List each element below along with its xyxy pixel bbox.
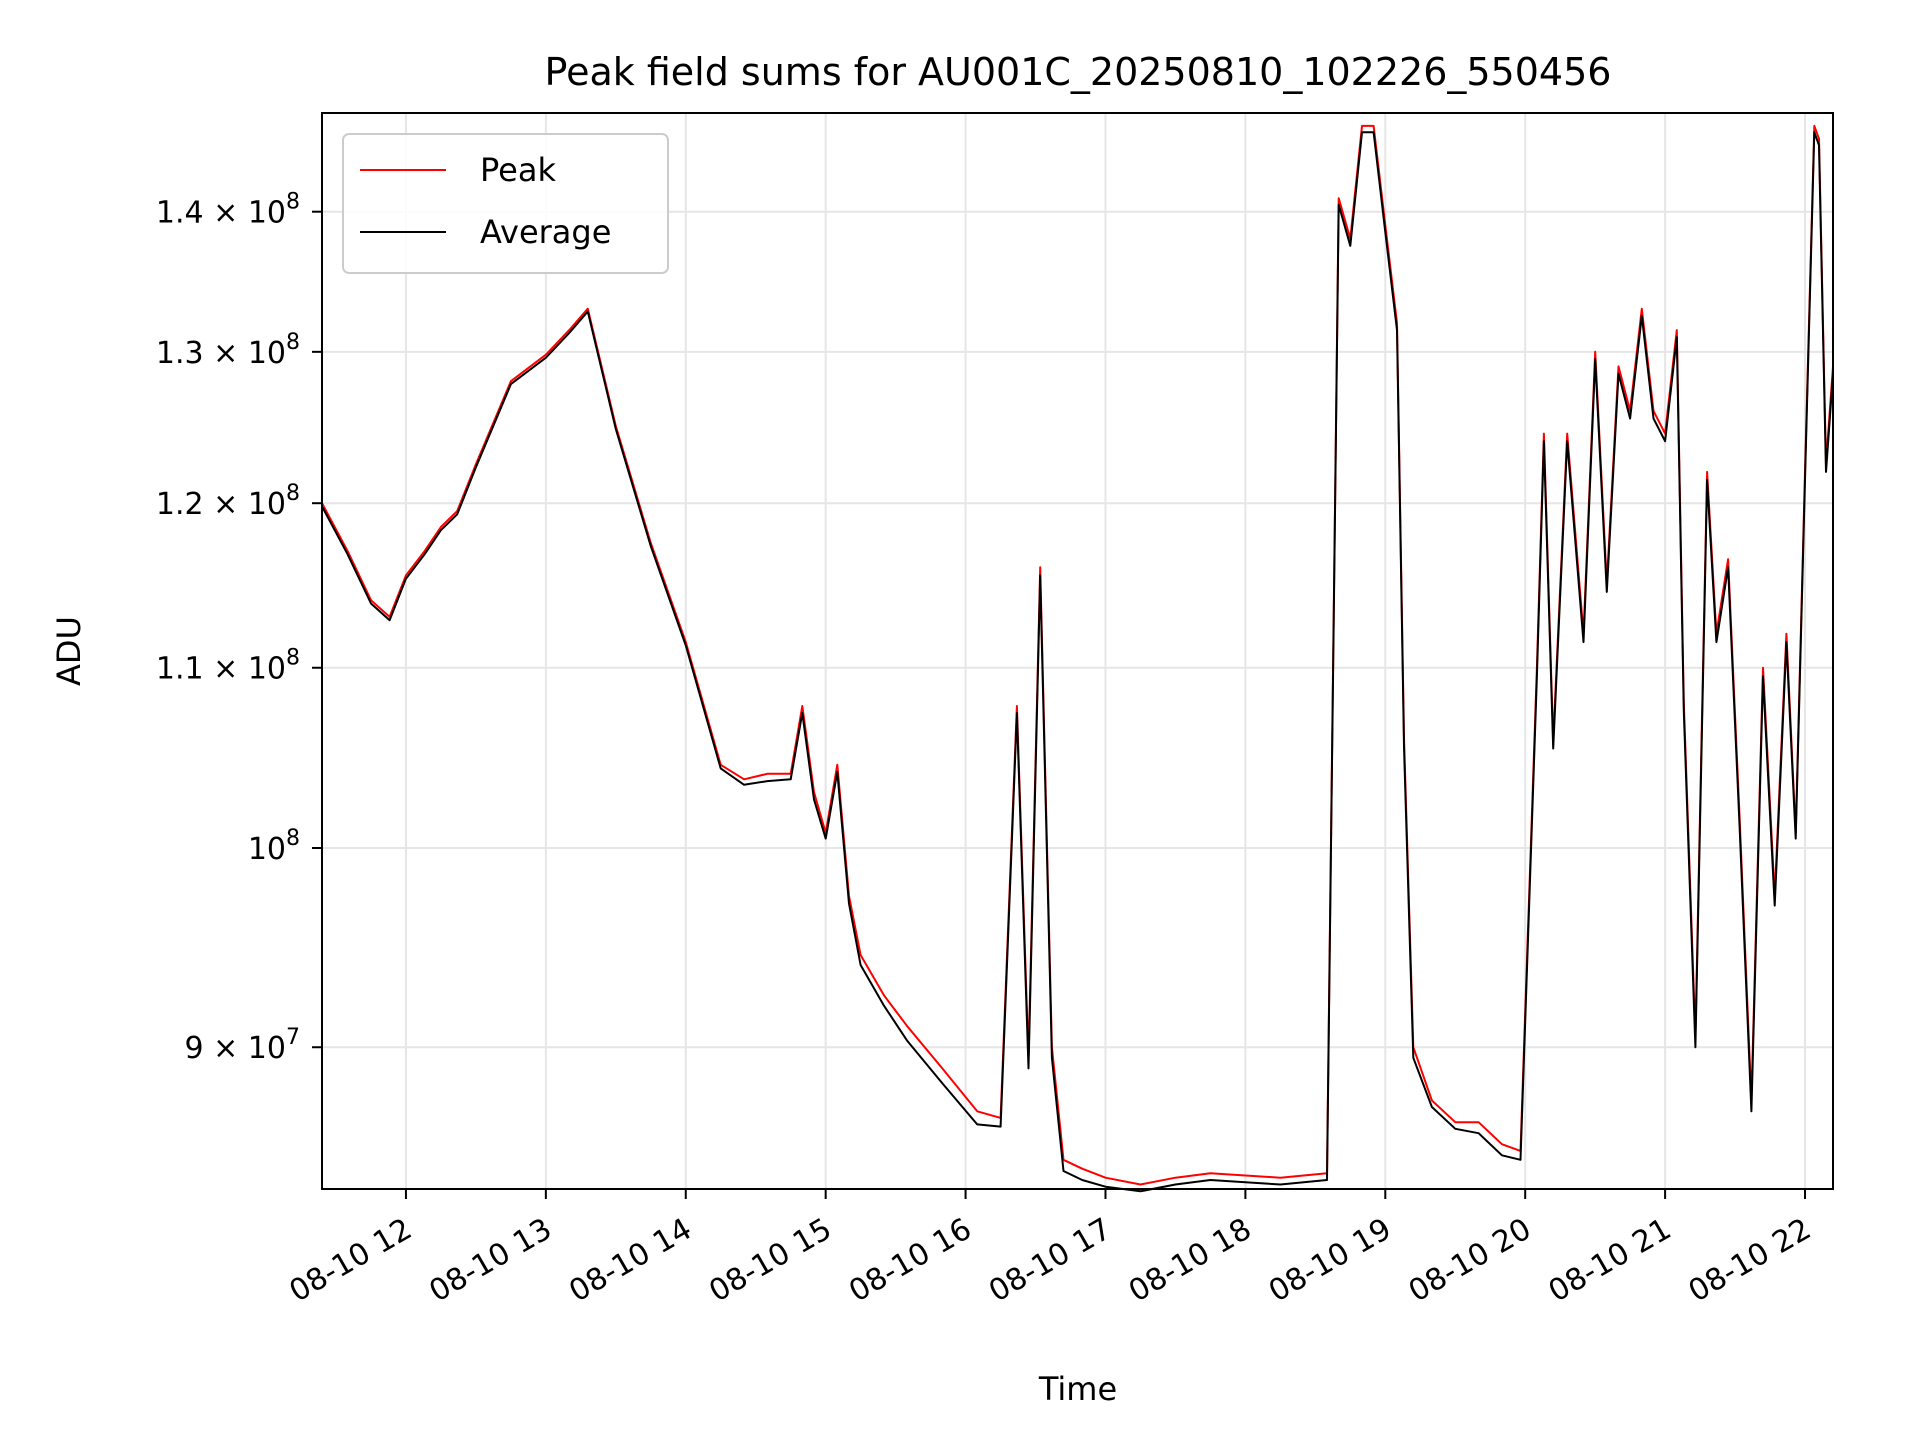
x-tick-label: 08-10 12 [284,1212,418,1310]
chart-title: Peak field sums for AU001C_20250810_1022… [545,50,1612,94]
grid [322,113,1833,1189]
y-tick-label: 108 [248,826,300,867]
y-tick-label: 1.3 × 108 [156,330,300,371]
x-tick-label: 08-10 15 [703,1212,837,1310]
x-tick-label: 08-10 17 [983,1212,1117,1310]
legend: Peak Average [342,133,669,274]
y-tick-label-base: 1.4 × 10 [156,196,286,231]
legend-box [342,133,669,274]
y-tick-label-exponent: 8 [286,646,300,671]
y-tick-label-exponent: 7 [286,1025,300,1050]
x-tick-label: 08-10 20 [1403,1212,1537,1310]
x-tick-label: 08-10 18 [1123,1212,1257,1310]
x-tick-label: 08-10 14 [563,1212,697,1310]
y-tick-label: 1.1 × 108 [156,646,300,687]
legend-label-average: Average [480,213,611,251]
y-tick-label-base: 1.3 × 10 [156,336,286,371]
x-tick-label: 08-10 13 [424,1212,558,1310]
y-tick-label-base: 1.2 × 10 [156,487,286,522]
series-line-peak [321,124,1834,1186]
y-tick-label-base: 1.1 × 10 [156,652,286,687]
x-tick-label: 08-10 22 [1683,1212,1817,1310]
y-tick-label: 9 × 107 [185,1025,300,1066]
y-tick-label-exponent: 8 [286,826,300,851]
legend-label-peak: Peak [480,151,556,189]
series-line-average [321,131,1834,1193]
x-tick-label: 08-10 19 [1263,1212,1397,1310]
x-tick-label: 08-10 16 [843,1212,977,1310]
y-tick-label-exponent: 8 [286,481,300,506]
x-axis-label: Time [1038,1370,1117,1408]
y-tick-label-exponent: 8 [286,190,300,215]
y-tick-label-base: 10 [248,832,286,867]
series-layer [321,124,1834,1193]
x-axis: 08-10 12 08-10 13 08-10 14 08-10 15 08-10 16… [284,1189,1817,1309]
y-tick-label: 1.2 × 108 [156,481,300,522]
x-tick-label: 08-10 21 [1543,1212,1677,1310]
y-axis-label: ADU [50,616,88,686]
y-tick-label: 1.4 × 108 [156,190,300,231]
y-tick-label-exponent: 8 [286,330,300,355]
plot-frame [321,112,1834,1190]
y-tick-label-base: 9 × 10 [185,1031,286,1066]
